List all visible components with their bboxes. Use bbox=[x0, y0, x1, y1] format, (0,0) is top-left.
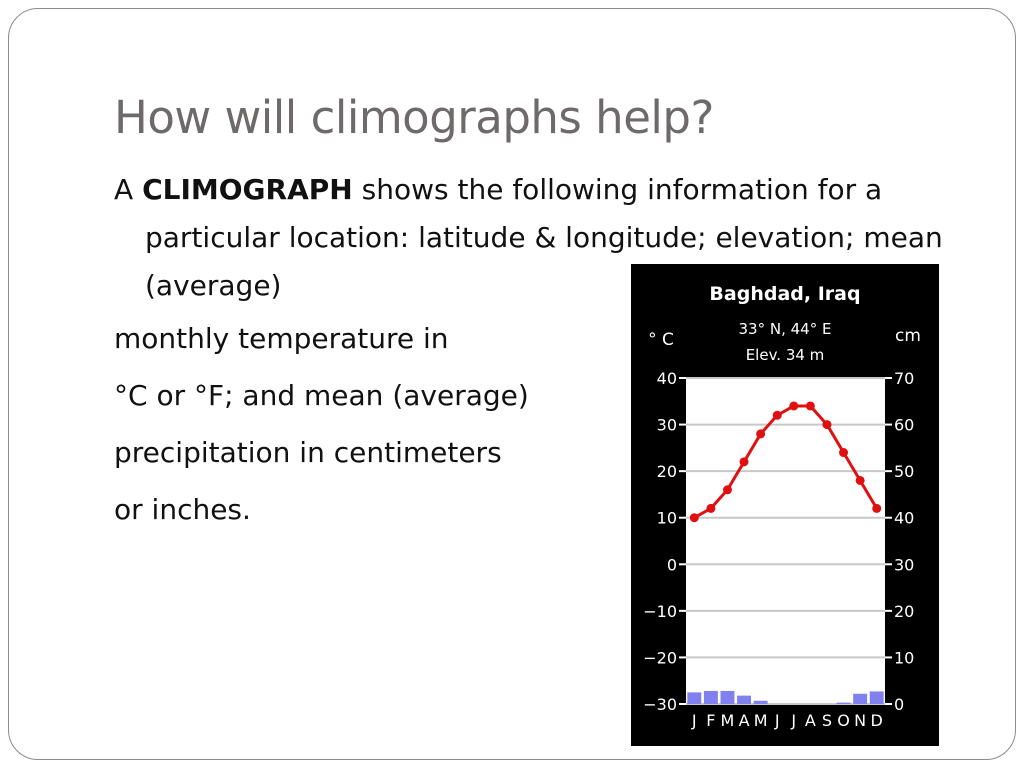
precipitation-bar bbox=[869, 691, 884, 704]
plot-area bbox=[686, 378, 885, 704]
precipitation-bar bbox=[836, 702, 851, 704]
precipitation-tick-label: 40 bbox=[894, 509, 914, 528]
climograph-definition: A CLIMOGRAPH shows the following informa… bbox=[114, 166, 990, 310]
climograph-svg: Baghdad, Iraq 33° N, 44° E Elev. 34 m ° … bbox=[643, 283, 921, 730]
month-label: J bbox=[790, 711, 796, 730]
month-label: J bbox=[691, 711, 697, 730]
body-line: °C or °F; and mean (average) bbox=[114, 379, 529, 412]
temperature-point bbox=[772, 410, 782, 420]
slide-body: A CLIMOGRAPH shows the following informa… bbox=[114, 166, 994, 538]
precipitation-bar bbox=[737, 695, 752, 704]
month-label: J bbox=[774, 711, 780, 730]
month-label: S bbox=[822, 711, 832, 730]
temperature-tick-label: 30 bbox=[657, 416, 677, 435]
climograph-term: CLIMOGRAPH bbox=[142, 173, 353, 206]
intro-rest: shows the following information for a pa… bbox=[145, 173, 943, 302]
temperature-point bbox=[805, 401, 815, 411]
chart-title: Baghdad, Iraq bbox=[709, 283, 860, 305]
body-line: precipitation in centimeters bbox=[114, 436, 502, 469]
temperature-tick-label: 20 bbox=[657, 462, 677, 481]
temperature-tick-label: −30 bbox=[643, 695, 677, 714]
precipitation-bar bbox=[853, 693, 868, 704]
climograph-chart: Baghdad, Iraq 33° N, 44° E Elev. 34 m ° … bbox=[631, 264, 939, 746]
month-label: O bbox=[837, 711, 850, 730]
precipitation-tick-label: 70 bbox=[894, 369, 914, 388]
temperature-point bbox=[855, 475, 865, 485]
chart-elevation: Elev. 34 m bbox=[746, 346, 825, 364]
temperature-tick-label: 40 bbox=[657, 369, 677, 388]
temperature-tick-label: 0 bbox=[667, 555, 677, 574]
temperature-point bbox=[839, 448, 849, 458]
month-label: A bbox=[739, 711, 750, 730]
temperature-point bbox=[689, 513, 699, 523]
month-label: M bbox=[754, 711, 768, 730]
precipitation-bar bbox=[720, 690, 735, 704]
temperature-point bbox=[822, 420, 832, 430]
temperature-point bbox=[789, 401, 799, 411]
precipitation-tick-label: 0 bbox=[894, 695, 904, 714]
month-label: F bbox=[706, 711, 715, 730]
temperature-point bbox=[722, 485, 732, 495]
slide-title: How will climographs help? bbox=[114, 91, 714, 144]
precipitation-bar bbox=[703, 690, 718, 704]
precipitation-bar bbox=[753, 700, 768, 704]
temperature-point bbox=[739, 457, 749, 467]
body-line: monthly temperature in bbox=[114, 322, 449, 355]
body-line: or inches. bbox=[114, 493, 251, 526]
temperature-tick-label: −10 bbox=[643, 602, 677, 621]
month-label: M bbox=[721, 711, 735, 730]
temperature-point bbox=[706, 503, 716, 513]
month-label: N bbox=[854, 711, 866, 730]
precipitation-tick-label: 30 bbox=[894, 555, 914, 574]
month-label: D bbox=[871, 711, 883, 730]
intro-prefix: A bbox=[114, 173, 143, 206]
precipitation-tick-label: 50 bbox=[894, 462, 914, 481]
month-label: A bbox=[805, 711, 816, 730]
precipitation-tick-label: 20 bbox=[894, 602, 914, 621]
right-axis-unit: cm bbox=[895, 326, 921, 346]
precipitation-tick-label: 10 bbox=[894, 648, 914, 667]
precipitation-bar bbox=[687, 692, 702, 704]
temperature-tick-label: −20 bbox=[643, 648, 677, 667]
temperature-point bbox=[756, 429, 766, 439]
left-axis-unit: ° C bbox=[648, 330, 674, 350]
precipitation-tick-label: 60 bbox=[894, 416, 914, 435]
chart-coordinates: 33° N, 44° E bbox=[739, 320, 832, 338]
temperature-point bbox=[872, 503, 882, 513]
temperature-tick-label: 10 bbox=[657, 509, 677, 528]
